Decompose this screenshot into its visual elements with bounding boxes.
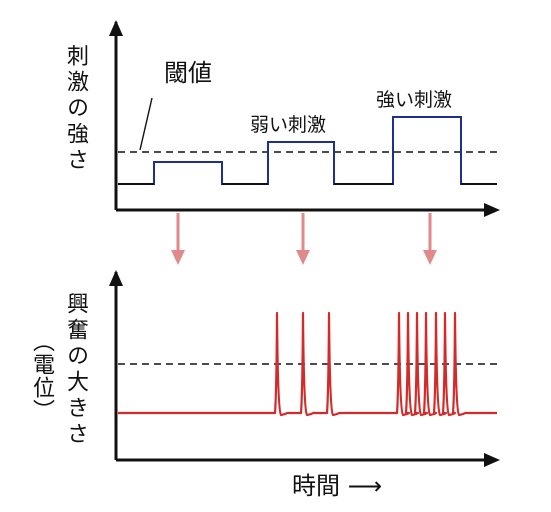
top-y-axis-arrowhead [109,20,123,36]
bottom-y-axis-arrowhead [109,270,123,286]
strong-stimulus-label: 強い刺激 [376,89,452,111]
top-x-axis-arrowhead [484,203,500,217]
bottom-ylabel-sub: （電位） [29,330,54,422]
stimulus-trace [118,116,497,185]
connector-arrow-3 [423,213,437,265]
threshold-label: 閾値 [164,59,212,87]
connector-arrow-1 [171,213,185,265]
connector-arrow-2 [296,213,310,265]
x-axis-label: 時間 ⟶ [292,472,382,500]
threshold-pointer [139,97,153,151]
bottom-x-axis-arrowhead [484,453,500,467]
bottom-ylabel: 興奮の大きさ [63,292,88,448]
weak-stimulus-label: 弱い刺激 [250,114,326,136]
response-trace [118,311,497,417]
top-ylabel: 刺激の強さ [63,44,88,174]
